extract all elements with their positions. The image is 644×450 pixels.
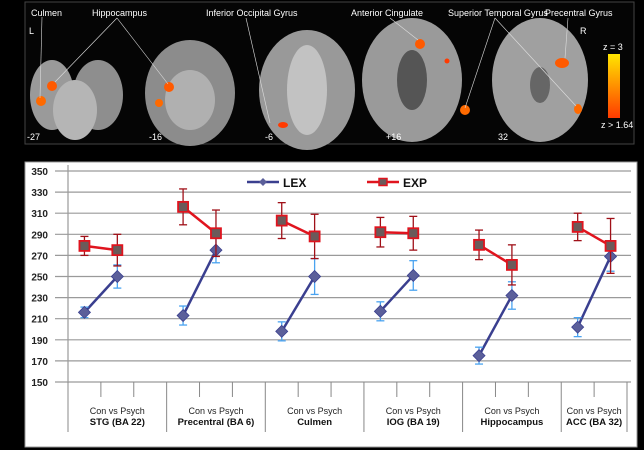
legend-marker-square — [378, 177, 388, 187]
group-label: Hippocampus — [481, 417, 544, 428]
y-tick-label: 330 — [31, 188, 48, 199]
data-point-square — [473, 238, 485, 251]
group-label: Precentral (BA 6) — [178, 417, 255, 428]
series-line-segment — [576, 255, 612, 328]
brain-slice-2 — [145, 40, 235, 146]
group-sublabel: Con vs Psych — [567, 406, 622, 416]
data-point-square — [407, 227, 420, 240]
group-label: IOG (BA 19) — [387, 417, 440, 428]
data-point-diamond — [505, 288, 519, 303]
series-line-segment — [181, 249, 218, 317]
legend-item-lex: LEX — [247, 176, 306, 190]
series-exp — [78, 188, 617, 286]
data-point-diamond — [571, 320, 585, 334]
y-tick-labels: 150 170 190 210 230 250 270 290 310 330 350 — [31, 167, 48, 389]
brain-slice-5 — [492, 18, 588, 142]
label-superior-temporal-gyrus: Superior Temporal Gyrus — [448, 8, 548, 18]
data-point-diamond — [308, 269, 322, 284]
data-point-diamond — [406, 268, 420, 283]
group-label: STG (BA 22) — [90, 417, 145, 428]
data-point-square — [177, 200, 189, 213]
y-tick-label: 310 — [31, 209, 48, 220]
slice-label-5: 32 — [498, 132, 508, 142]
y-tick-label: 170 — [31, 357, 48, 368]
group-label: Culmen — [297, 417, 332, 428]
legend-item-exp: EXP — [367, 176, 427, 190]
data-point-square — [308, 230, 321, 243]
group-sublabel: Con vs Psych — [90, 406, 145, 416]
series-line-segment — [379, 274, 415, 313]
legend-label: LEX — [283, 176, 306, 190]
y-tick-label: 250 — [31, 273, 48, 284]
group-sublabel: Con vs Psych — [484, 406, 539, 416]
label-precentral-gyrus: Precentral Gyrus — [545, 8, 613, 18]
legend-label: EXP — [403, 176, 427, 190]
slice-label-4: +16 — [386, 132, 401, 142]
side-right-label: R — [580, 26, 587, 36]
y-tick-label: 270 — [31, 251, 48, 262]
group-sublabel: Con vs Psych — [188, 406, 243, 416]
legend: LEX EXP — [247, 176, 427, 190]
data-point-diamond — [77, 305, 92, 319]
slice-label-2: -16 — [149, 132, 162, 142]
legend-marker-diamond — [259, 178, 267, 186]
data-point-square — [78, 240, 91, 252]
brain-slice-3 — [259, 30, 355, 150]
y-tick-label: 230 — [31, 294, 48, 305]
slice-label-3: -6 — [265, 132, 273, 142]
activation-blob — [47, 81, 57, 91]
gridlines — [55, 165, 631, 383]
data-point-square — [210, 227, 222, 240]
label-hippocampus: Hippocampus — [92, 8, 148, 18]
series-line-segment — [477, 294, 514, 357]
label-culmen: Culmen — [31, 8, 62, 18]
group-label: ACC (BA 32) — [566, 417, 622, 428]
data-point-diamond — [373, 304, 387, 318]
series-layer — [77, 188, 618, 365]
series-line-segment — [83, 275, 119, 314]
chart-frame — [24, 161, 638, 448]
data-point-square — [374, 226, 387, 239]
y-tick-label: 150 — [31, 378, 48, 389]
y-tick-label: 290 — [31, 230, 48, 241]
y-tick-label: 210 — [31, 315, 48, 326]
data-point-square — [506, 258, 518, 271]
data-point-square — [111, 244, 124, 257]
data-point-diamond — [472, 349, 486, 363]
label-inferior-occipital-gyrus: Inferior Occipital Gyrus — [206, 8, 298, 18]
brain-slices-panel: Culmen Hippocampus Inferior Occipital Gy… — [0, 0, 644, 150]
label-leader-lines — [39, 16, 577, 124]
data-point-diamond — [176, 308, 190, 323]
slice-label-1: -27 — [27, 132, 40, 142]
data-point-square — [275, 214, 288, 227]
brain-slice-4 — [362, 18, 470, 142]
colorbar-top-label: z = 3 — [603, 42, 623, 52]
brain-slice-1 — [30, 60, 123, 140]
data-point-diamond — [275, 324, 289, 338]
colorbar-bottom-label: z > 1.64 — [601, 120, 633, 130]
y-axis-label: Mean value in Cluster — [9, 218, 21, 332]
side-left-label: L — [29, 26, 34, 36]
data-point-diamond — [110, 269, 124, 284]
group-sublabel: Con vs Psych — [287, 406, 342, 416]
y-tick-label: 350 — [31, 167, 48, 178]
cluster-mean-chart: 150 170 190 210 230 250 270 290 310 330 350 Mean v… — [0, 150, 644, 450]
colorbar — [608, 54, 620, 118]
label-anterior-cingulate: Anterior Cingulate — [351, 8, 423, 18]
y-tick-label: 190 — [31, 336, 48, 347]
data-point-square — [571, 221, 584, 233]
series-line-segment — [280, 275, 316, 333]
group-sublabel: Con vs Psych — [386, 406, 441, 416]
data-point-square — [604, 240, 617, 252]
